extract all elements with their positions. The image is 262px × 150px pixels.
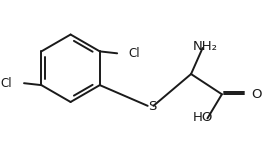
Text: O: O (251, 88, 261, 101)
Text: HO: HO (192, 111, 213, 124)
Text: Cl: Cl (129, 47, 140, 60)
Text: Cl: Cl (1, 77, 13, 90)
Text: S: S (148, 100, 157, 113)
Text: NH₂: NH₂ (193, 40, 218, 53)
